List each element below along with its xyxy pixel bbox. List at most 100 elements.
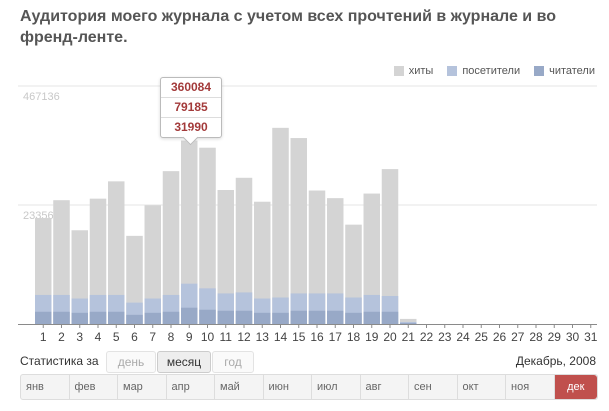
bar-readers-day-14 (272, 312, 289, 324)
month-jun[interactable]: июн (264, 375, 312, 399)
bar-readers-day-4 (89, 311, 107, 324)
bar-hits-day-11 (217, 190, 234, 324)
x-tick-label-23: 23 (438, 330, 452, 344)
value-tooltip: 360084 79185 31990 (160, 77, 222, 138)
bar-readers-day-20 (381, 311, 399, 324)
x-tick-label-19: 19 (365, 330, 379, 344)
x-tick-label-13: 13 (256, 330, 270, 344)
tooltip-readers-value: 31990 (174, 120, 208, 134)
bar-hits-day-14 (272, 127, 289, 324)
x-tick-label-25: 25 (475, 330, 489, 344)
legend-label-readers: читатели (549, 65, 595, 77)
month-may[interactable]: май (215, 375, 264, 399)
month-apr[interactable]: апр (167, 375, 215, 399)
bar-hits-day-15 (290, 138, 307, 324)
bar-hits-day-13 (254, 201, 271, 324)
x-tick-label-9: 9 (186, 330, 193, 344)
bar-readers-day-3 (71, 312, 88, 324)
x-tick-label-21: 21 (402, 330, 416, 344)
month-jul[interactable]: июл (312, 375, 361, 399)
bar-readers-day-6 (126, 314, 143, 324)
bar-hits-day-4 (89, 198, 107, 324)
legend-item-visitors: посетители (447, 65, 520, 77)
x-tick-label-6: 6 (131, 330, 138, 344)
x-tick-label-29: 29 (548, 330, 562, 344)
bar-readers-day-16 (308, 310, 326, 324)
legend-swatch-readers (534, 66, 545, 76)
x-tick-label-16: 16 (310, 330, 324, 344)
x-tick-label-14: 14 (274, 330, 288, 344)
bar-hits-day-21 (400, 318, 417, 324)
x-tick-label-7: 7 (149, 330, 156, 344)
x-tick-label-24: 24 (456, 330, 470, 344)
period-day-button[interactable]: день (106, 351, 156, 373)
bar-readers-day-21 (400, 322, 417, 324)
x-tick-label-28: 28 (529, 330, 543, 344)
legend-label-visitors: посетители (462, 65, 521, 77)
x-tick-label-5: 5 (113, 330, 120, 344)
x-tick-label-27: 27 (511, 330, 525, 344)
chart-legend: хиты посетители читатели (393, 65, 595, 77)
tooltip-visitors-value: 79185 (161, 98, 221, 118)
legend-label-hits: хиты (408, 65, 434, 77)
legend-item-readers: читатели (534, 65, 595, 77)
month-jan[interactable]: янв (21, 375, 70, 399)
x-tick-label-2: 2 (58, 330, 65, 344)
x-tick-label-15: 15 (292, 330, 306, 344)
x-tick-label-31: 31 (584, 330, 598, 344)
bar-hits-day-5 (108, 181, 125, 324)
bar-readers-day-2 (53, 311, 70, 324)
bar-readers-day-17 (327, 310, 344, 324)
x-tick-label-12: 12 (237, 330, 251, 344)
bar-readers-day-13 (254, 312, 271, 324)
bar-readers-day-5 (108, 311, 125, 324)
x-tick-label-22: 22 (420, 330, 434, 344)
bar-readers-day-8 (162, 311, 180, 324)
month-nov[interactable]: ноя (506, 375, 555, 399)
x-tick-label-17: 17 (329, 330, 343, 344)
bar-readers-day-9 (181, 307, 198, 324)
bar-hits-day-20 (381, 169, 399, 324)
bar-readers-day-12 (235, 310, 253, 324)
month-aug[interactable]: авг (361, 375, 409, 399)
x-tick-label-18: 18 (347, 330, 361, 344)
legend-item-hits: хиты (393, 65, 434, 77)
tooltip-hits-value: 360084 (161, 78, 221, 98)
month-feb[interactable]: фев (70, 375, 118, 399)
x-tick-label-4: 4 (95, 330, 102, 344)
bar-hits-day-19 (363, 193, 380, 324)
bar-hits-day-16 (308, 190, 326, 324)
x-tick-label-1: 1 (40, 330, 47, 344)
x-tick-label-26: 26 (493, 330, 507, 344)
x-tick-label-3: 3 (76, 330, 83, 344)
bar-hits-day-6 (126, 235, 143, 324)
bar-readers-day-10 (199, 309, 216, 324)
bar-hits-day-10 (199, 147, 216, 324)
current-date: Декабрь, 2008 (515, 354, 596, 368)
bar-hits-day-9 (181, 140, 198, 324)
month-dec[interactable]: дек (554, 375, 597, 399)
x-tick-label-10: 10 (201, 330, 215, 344)
legend-swatch-visitors (447, 66, 458, 76)
stats-label: Статистика за (20, 354, 99, 368)
month-selector: янв фев мар апр май июн июл авг сен окт … (20, 374, 598, 400)
month-mar[interactable]: мар (118, 375, 167, 399)
x-tick-label-20: 20 (383, 330, 397, 344)
bar-hits-day-12 (235, 177, 253, 324)
y-tick-label-1: 467136 (23, 91, 60, 103)
bar-hits-day-17 (327, 198, 344, 324)
month-oct[interactable]: окт (458, 375, 506, 399)
x-tick-label-30: 30 (566, 330, 580, 344)
bar-hits-day-8 (162, 171, 180, 324)
bar-readers-day-15 (290, 310, 307, 324)
bar-readers-day-11 (217, 310, 234, 324)
bar-readers-day-19 (363, 311, 380, 324)
bar-hits-day-2 (53, 200, 70, 324)
x-tick-label-11: 11 (220, 330, 233, 344)
period-year-button[interactable]: год (212, 351, 254, 373)
page-title: Аудитория моего журнала с учетом всех пр… (20, 8, 556, 46)
period-month-button[interactable]: месяц (157, 351, 211, 373)
month-sep[interactable]: сен (409, 375, 458, 399)
bar-readers-day-18 (345, 312, 362, 324)
